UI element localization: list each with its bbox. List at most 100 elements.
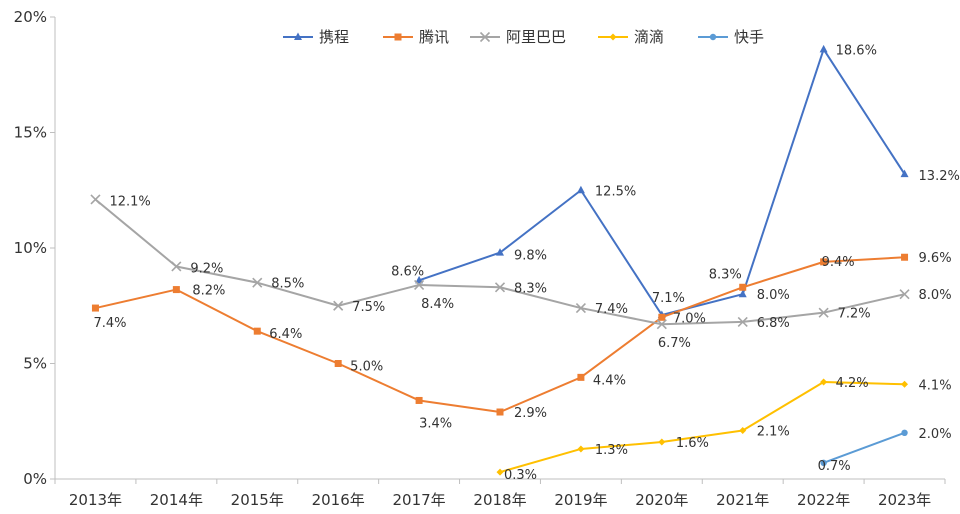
data-label: 13.2% xyxy=(919,169,960,184)
legend-label: 滴滴 xyxy=(634,28,664,46)
data-label: 6.8% xyxy=(757,316,790,331)
legend-marker xyxy=(609,33,617,41)
legend-label: 快手 xyxy=(734,28,764,46)
y-tick-label: 15% xyxy=(14,124,47,142)
series-0 xyxy=(415,44,909,318)
data-point xyxy=(819,44,828,53)
series-line xyxy=(95,256,905,414)
series-line xyxy=(823,431,905,464)
data-point xyxy=(91,304,99,312)
data-label: 5.0% xyxy=(350,360,383,375)
data-point xyxy=(415,275,424,284)
series-line xyxy=(418,48,906,316)
data-point xyxy=(737,316,748,327)
data-point xyxy=(658,438,666,446)
data-point xyxy=(738,289,747,298)
data-point xyxy=(576,185,585,194)
data-point xyxy=(820,459,827,467)
data-label: 8.5% xyxy=(271,277,304,292)
data-point xyxy=(739,283,747,291)
x-tick-label: 2018年 xyxy=(473,491,526,509)
data-point xyxy=(575,302,586,314)
data-point xyxy=(658,313,666,321)
series-layer xyxy=(90,44,910,476)
series-1 xyxy=(91,253,909,416)
data-point xyxy=(252,277,263,288)
legend-item-3: 滴滴 xyxy=(598,28,664,46)
data-point xyxy=(415,396,423,404)
data-point xyxy=(900,169,909,178)
data-label: 9.6% xyxy=(919,251,952,266)
data-point xyxy=(901,429,908,436)
data-label: 6.4% xyxy=(269,327,302,342)
legend-item-2: 阿里巴巴 xyxy=(470,28,566,46)
data-point xyxy=(901,380,909,388)
data-point xyxy=(656,319,667,330)
data-label: 9.8% xyxy=(514,249,547,264)
legend-label: 携程 xyxy=(319,28,349,46)
y-tick-label: 20% xyxy=(14,8,47,26)
data-point xyxy=(820,378,828,386)
legend-label: 阿里巴巴 xyxy=(506,28,566,46)
data-point xyxy=(334,360,342,367)
data-label: 8.3% xyxy=(514,281,547,296)
legend-item-1: 腾讯 xyxy=(383,28,449,46)
data-label: 9.4% xyxy=(822,255,855,270)
x-tick-label: 2020年 xyxy=(635,491,688,509)
data-label: 9.2% xyxy=(190,261,223,276)
data-label: 7.4% xyxy=(93,316,126,331)
data-point xyxy=(496,408,504,416)
data-point xyxy=(577,373,585,381)
y-tick-label: 0% xyxy=(23,470,47,488)
x-tick-label: 2023年 xyxy=(878,491,931,509)
data-label: 7.0% xyxy=(673,311,706,326)
legend-marker xyxy=(294,32,302,40)
data-label: 8.0% xyxy=(757,288,790,303)
data-point xyxy=(820,258,828,266)
data-label: 2.0% xyxy=(919,427,952,442)
series-line xyxy=(499,380,905,474)
legend-item-0: 携程 xyxy=(283,28,349,46)
data-point xyxy=(171,261,182,272)
data-label: 8.2% xyxy=(192,284,225,299)
data-label: 0.7% xyxy=(818,459,851,474)
x-tick-label: 2021年 xyxy=(716,491,769,509)
x-tick-label: 2022年 xyxy=(797,491,850,509)
data-label: 7.1% xyxy=(652,291,685,306)
legend-label: 腾讯 xyxy=(419,28,449,46)
data-point xyxy=(253,327,261,335)
data-label: 8.4% xyxy=(421,297,454,312)
data-label: 0.3% xyxy=(504,468,537,483)
data-point xyxy=(496,248,504,256)
y-tick-label: 10% xyxy=(14,239,47,257)
data-label: 3.4% xyxy=(419,416,452,431)
x-tick-label: 2019年 xyxy=(554,491,607,509)
data-point xyxy=(577,445,585,453)
data-label: 8.6% xyxy=(391,264,424,279)
data-point xyxy=(901,253,909,261)
data-label: 4.2% xyxy=(836,376,869,391)
series-2 xyxy=(90,194,910,330)
data-point xyxy=(899,289,910,300)
axes: 0% 5% 10% 15% 20% 2013年 2014年 2015年 2016年 2017年 20… xyxy=(14,8,946,509)
data-label: 1.6% xyxy=(676,436,709,451)
data-label: 12.1% xyxy=(109,194,150,209)
data-label: 4.1% xyxy=(919,378,952,393)
data-label: 4.4% xyxy=(593,373,626,388)
series-3 xyxy=(496,378,909,476)
y-tick-label: 5% xyxy=(23,355,47,373)
legend-marker xyxy=(394,33,402,41)
data-label: 7.5% xyxy=(352,300,385,315)
x-tick-label: 2017年 xyxy=(392,491,445,509)
series-4 xyxy=(820,429,908,467)
x-tick-label: 2015年 xyxy=(231,491,284,509)
data-label: 8.3% xyxy=(709,267,742,282)
data-label: 8.0% xyxy=(919,288,952,303)
data-point xyxy=(172,286,180,294)
data-label: 12.5% xyxy=(595,184,636,199)
data-label: 7.2% xyxy=(838,307,871,322)
legend-marker xyxy=(709,33,717,41)
data-point xyxy=(90,194,101,205)
x-tick-label: 2014年 xyxy=(150,491,203,509)
legend: 携程 腾讯 阿里巴巴 滴滴 快手 xyxy=(283,28,764,46)
